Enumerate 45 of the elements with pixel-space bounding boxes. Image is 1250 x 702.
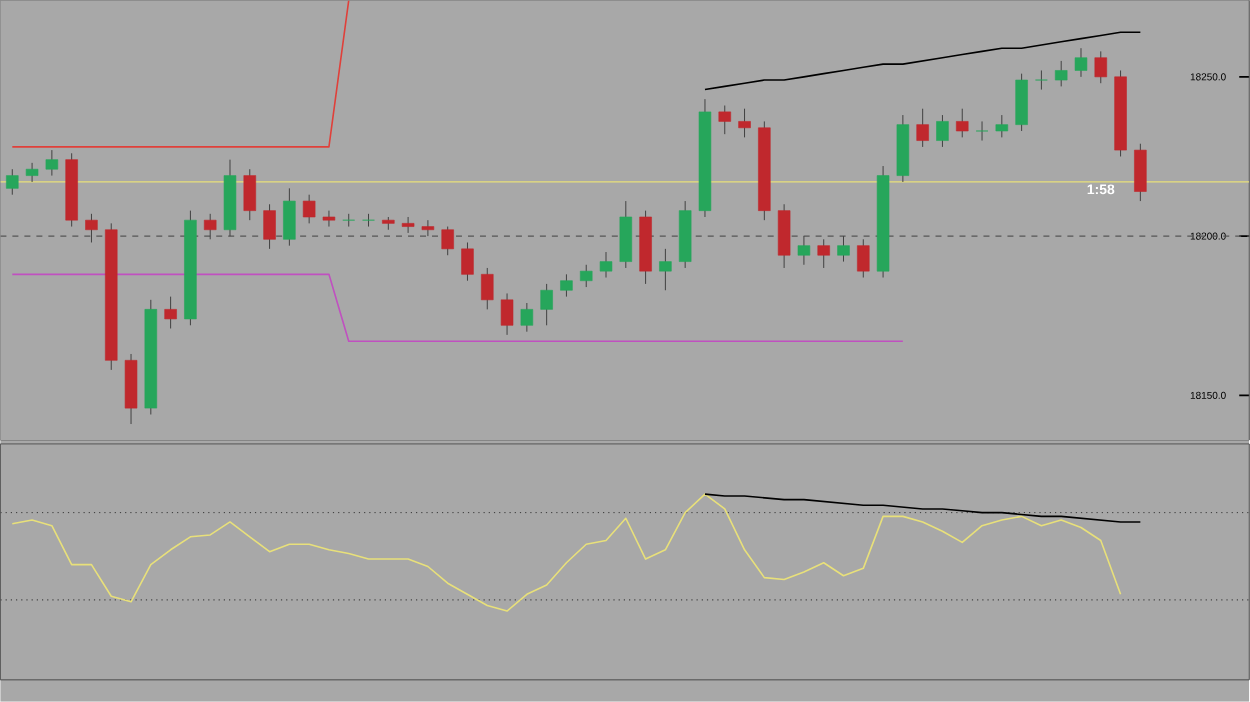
candlestick [738, 108, 751, 138]
candlestick [124, 353, 138, 425]
candlestick [837, 235, 850, 263]
candlestick [956, 108, 969, 138]
candlestick [777, 203, 791, 269]
candlestick [936, 114, 949, 148]
candlestick [461, 242, 474, 282]
candlestick [817, 238, 830, 269]
candlestick [857, 238, 870, 279]
candlestick [342, 213, 355, 228]
candlestick [421, 219, 435, 237]
candlestick [302, 194, 316, 224]
candlestick [1094, 50, 1108, 84]
candlestick [500, 293, 514, 336]
candlestick [263, 203, 276, 250]
candlestick [401, 216, 415, 234]
candlestick [322, 210, 336, 228]
candlestick [362, 213, 375, 228]
candlestick [995, 114, 1009, 138]
candlestick [619, 200, 633, 269]
candlestick [283, 187, 296, 247]
candlestick [599, 251, 613, 279]
candlestick [1015, 73, 1028, 132]
candlestick [481, 267, 494, 310]
candlestick [975, 121, 989, 142]
candlestick [6, 168, 19, 196]
candlestick [1074, 47, 1088, 78]
candlestick [243, 168, 257, 221]
candlestick [659, 248, 672, 291]
candlestick [718, 105, 731, 135]
candlestick [45, 149, 59, 177]
candlestick [164, 296, 177, 330]
candlestick [25, 162, 39, 183]
candlestick [1054, 60, 1068, 88]
candlestick [1035, 70, 1048, 91]
candlestick [1134, 143, 1147, 202]
candlestick [797, 235, 811, 266]
candlestick [579, 264, 593, 288]
candlestick [916, 108, 929, 148]
candlestick [540, 283, 553, 326]
candlestick [203, 213, 217, 240]
candlestick [520, 302, 534, 333]
candlestick [85, 213, 98, 244]
candlestick [560, 273, 573, 298]
candlestick [441, 226, 454, 256]
